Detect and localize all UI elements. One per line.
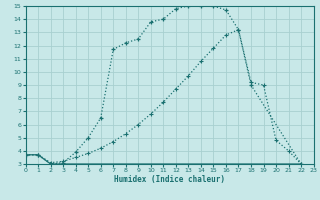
X-axis label: Humidex (Indice chaleur): Humidex (Indice chaleur) (114, 175, 225, 184)
